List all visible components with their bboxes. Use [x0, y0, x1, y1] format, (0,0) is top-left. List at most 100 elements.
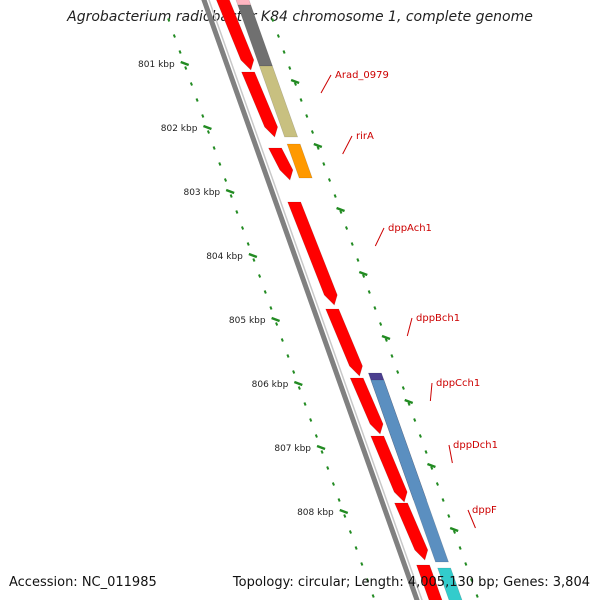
- scale-dot-left: [280, 338, 284, 342]
- gene-label[interactable]: dppBch1: [416, 313, 460, 324]
- scale-dot-left: [337, 498, 341, 502]
- scale-dot-right: [441, 498, 445, 502]
- feature-olive[interactable]: [259, 65, 299, 138]
- scale-dot-right: [373, 306, 377, 310]
- scale-dot-left: [371, 594, 375, 598]
- scale-dot-left: [218, 162, 222, 166]
- scale-dot-left: [348, 530, 352, 534]
- scale-dot-left: [246, 242, 250, 246]
- scale-tick-label: 805 kbp: [229, 316, 266, 326]
- scale-tick-left: [271, 316, 281, 323]
- scale-dot-right: [396, 370, 400, 374]
- scale-dot-right: [435, 482, 439, 486]
- scale-dot-right: [390, 354, 394, 358]
- cds-arrow[interactable]: [287, 201, 338, 306]
- cds-arrow[interactable]: [370, 435, 408, 503]
- scale-dot-left: [303, 402, 307, 406]
- scale-dot-right: [401, 386, 405, 390]
- gene-label[interactable]: rirA: [356, 131, 374, 142]
- scale-tick-label: 803 kbp: [183, 188, 220, 198]
- scale-dot-left: [331, 482, 335, 486]
- feature-pink[interactable]: [233, 0, 252, 6]
- scale-dot-right: [475, 594, 479, 598]
- gene-label[interactable]: dppDch1: [453, 440, 498, 451]
- scale-tick-right: [358, 270, 368, 277]
- cds-arrow[interactable]: [241, 71, 278, 138]
- cds-arrow[interactable]: [349, 377, 384, 435]
- gene-leader-line: [406, 317, 413, 337]
- gene-leader-line: [429, 382, 433, 402]
- gene-label[interactable]: dppCch1: [436, 378, 480, 389]
- accession-text: Accession: NC_011985: [9, 575, 157, 590]
- scale-dot-left: [314, 434, 318, 438]
- scale-dot-right: [413, 418, 417, 422]
- scale-dot-left: [343, 514, 347, 518]
- scale-dot-right: [293, 82, 297, 86]
- scale-dot-right: [333, 194, 337, 198]
- cds-arrow[interactable]: [394, 502, 429, 561]
- scale-tick-right: [336, 206, 345, 213]
- genome-summary-text: Topology: circular; Length: 4,005,130 bp…: [232, 575, 590, 590]
- feature-cyan[interactable]: [437, 567, 466, 600]
- gene-label[interactable]: dppF: [472, 505, 497, 516]
- scale-tick-left: [293, 380, 303, 387]
- gene-leader-line: [320, 74, 332, 94]
- scale-dot-left: [354, 546, 358, 550]
- scale-dot-left: [229, 194, 233, 198]
- scale-dot-right: [310, 130, 314, 134]
- scale-dot-right: [362, 274, 366, 278]
- scale-dot-left: [195, 98, 199, 102]
- gene-leader-line: [448, 444, 453, 464]
- scale-tick-right: [290, 78, 300, 85]
- gene-leader-line: [467, 509, 476, 529]
- scale-dot-right: [464, 562, 468, 566]
- scale-dot-left: [241, 226, 245, 230]
- scale-dot-right: [384, 338, 388, 342]
- scale-dot-right: [379, 322, 383, 326]
- scale-tick-left: [225, 188, 235, 195]
- scale-dot-right: [447, 514, 451, 518]
- scale-dot-right: [276, 34, 280, 38]
- scale-dot-right: [452, 530, 456, 534]
- scale-tick-right: [381, 334, 391, 341]
- scale-dot-left: [223, 178, 228, 182]
- gene-label[interactable]: Arad_0979: [335, 70, 389, 81]
- cds-arrow[interactable]: [325, 308, 363, 377]
- scale-dot-left: [309, 418, 313, 422]
- scale-dot-left: [269, 306, 273, 310]
- gene-leader-line: [374, 227, 385, 247]
- scale-tick-right: [313, 142, 323, 149]
- scale-dot-left: [184, 66, 188, 70]
- scale-dot-right: [327, 178, 332, 182]
- scale-dot-left: [360, 562, 364, 566]
- label-layer: Arad_0979 rirA dppAch1 dppBch1 dppCch1 dppDch…: [320, 70, 498, 529]
- scale-dot-left: [212, 146, 216, 150]
- scale-dot-left: [235, 210, 239, 214]
- gene-label[interactable]: dppAch1: [388, 223, 432, 234]
- scale-dot-right: [350, 242, 354, 246]
- scale-dot-left: [297, 386, 301, 390]
- scale-dot-right: [424, 450, 428, 454]
- scale-dot-left: [252, 258, 256, 262]
- scale-dot-right: [271, 18, 275, 22]
- scale-dot-left: [320, 450, 324, 454]
- scale-dot-left: [172, 34, 176, 38]
- scale-dot-right: [322, 162, 326, 166]
- scale-tick-label: 802 kbp: [161, 124, 198, 134]
- feature-blue[interactable]: [370, 379, 449, 563]
- cds-arrow[interactable]: [268, 147, 294, 181]
- scale-dot-right: [367, 290, 371, 294]
- backbone-line: [201, 0, 420, 600]
- scale-dot-right: [469, 578, 474, 582]
- cds-arrow[interactable]: [416, 564, 446, 600]
- scale-dot-left: [275, 322, 279, 326]
- scale-dot-left: [258, 274, 262, 278]
- scale-dot-left: [201, 114, 205, 118]
- scale-dot-left: [178, 50, 182, 54]
- scale-dot-right: [299, 98, 303, 102]
- feature-orange[interactable]: [286, 143, 313, 179]
- cds-arrow[interactable]: [213, 0, 255, 71]
- backbone-shadow: [208, 0, 423, 600]
